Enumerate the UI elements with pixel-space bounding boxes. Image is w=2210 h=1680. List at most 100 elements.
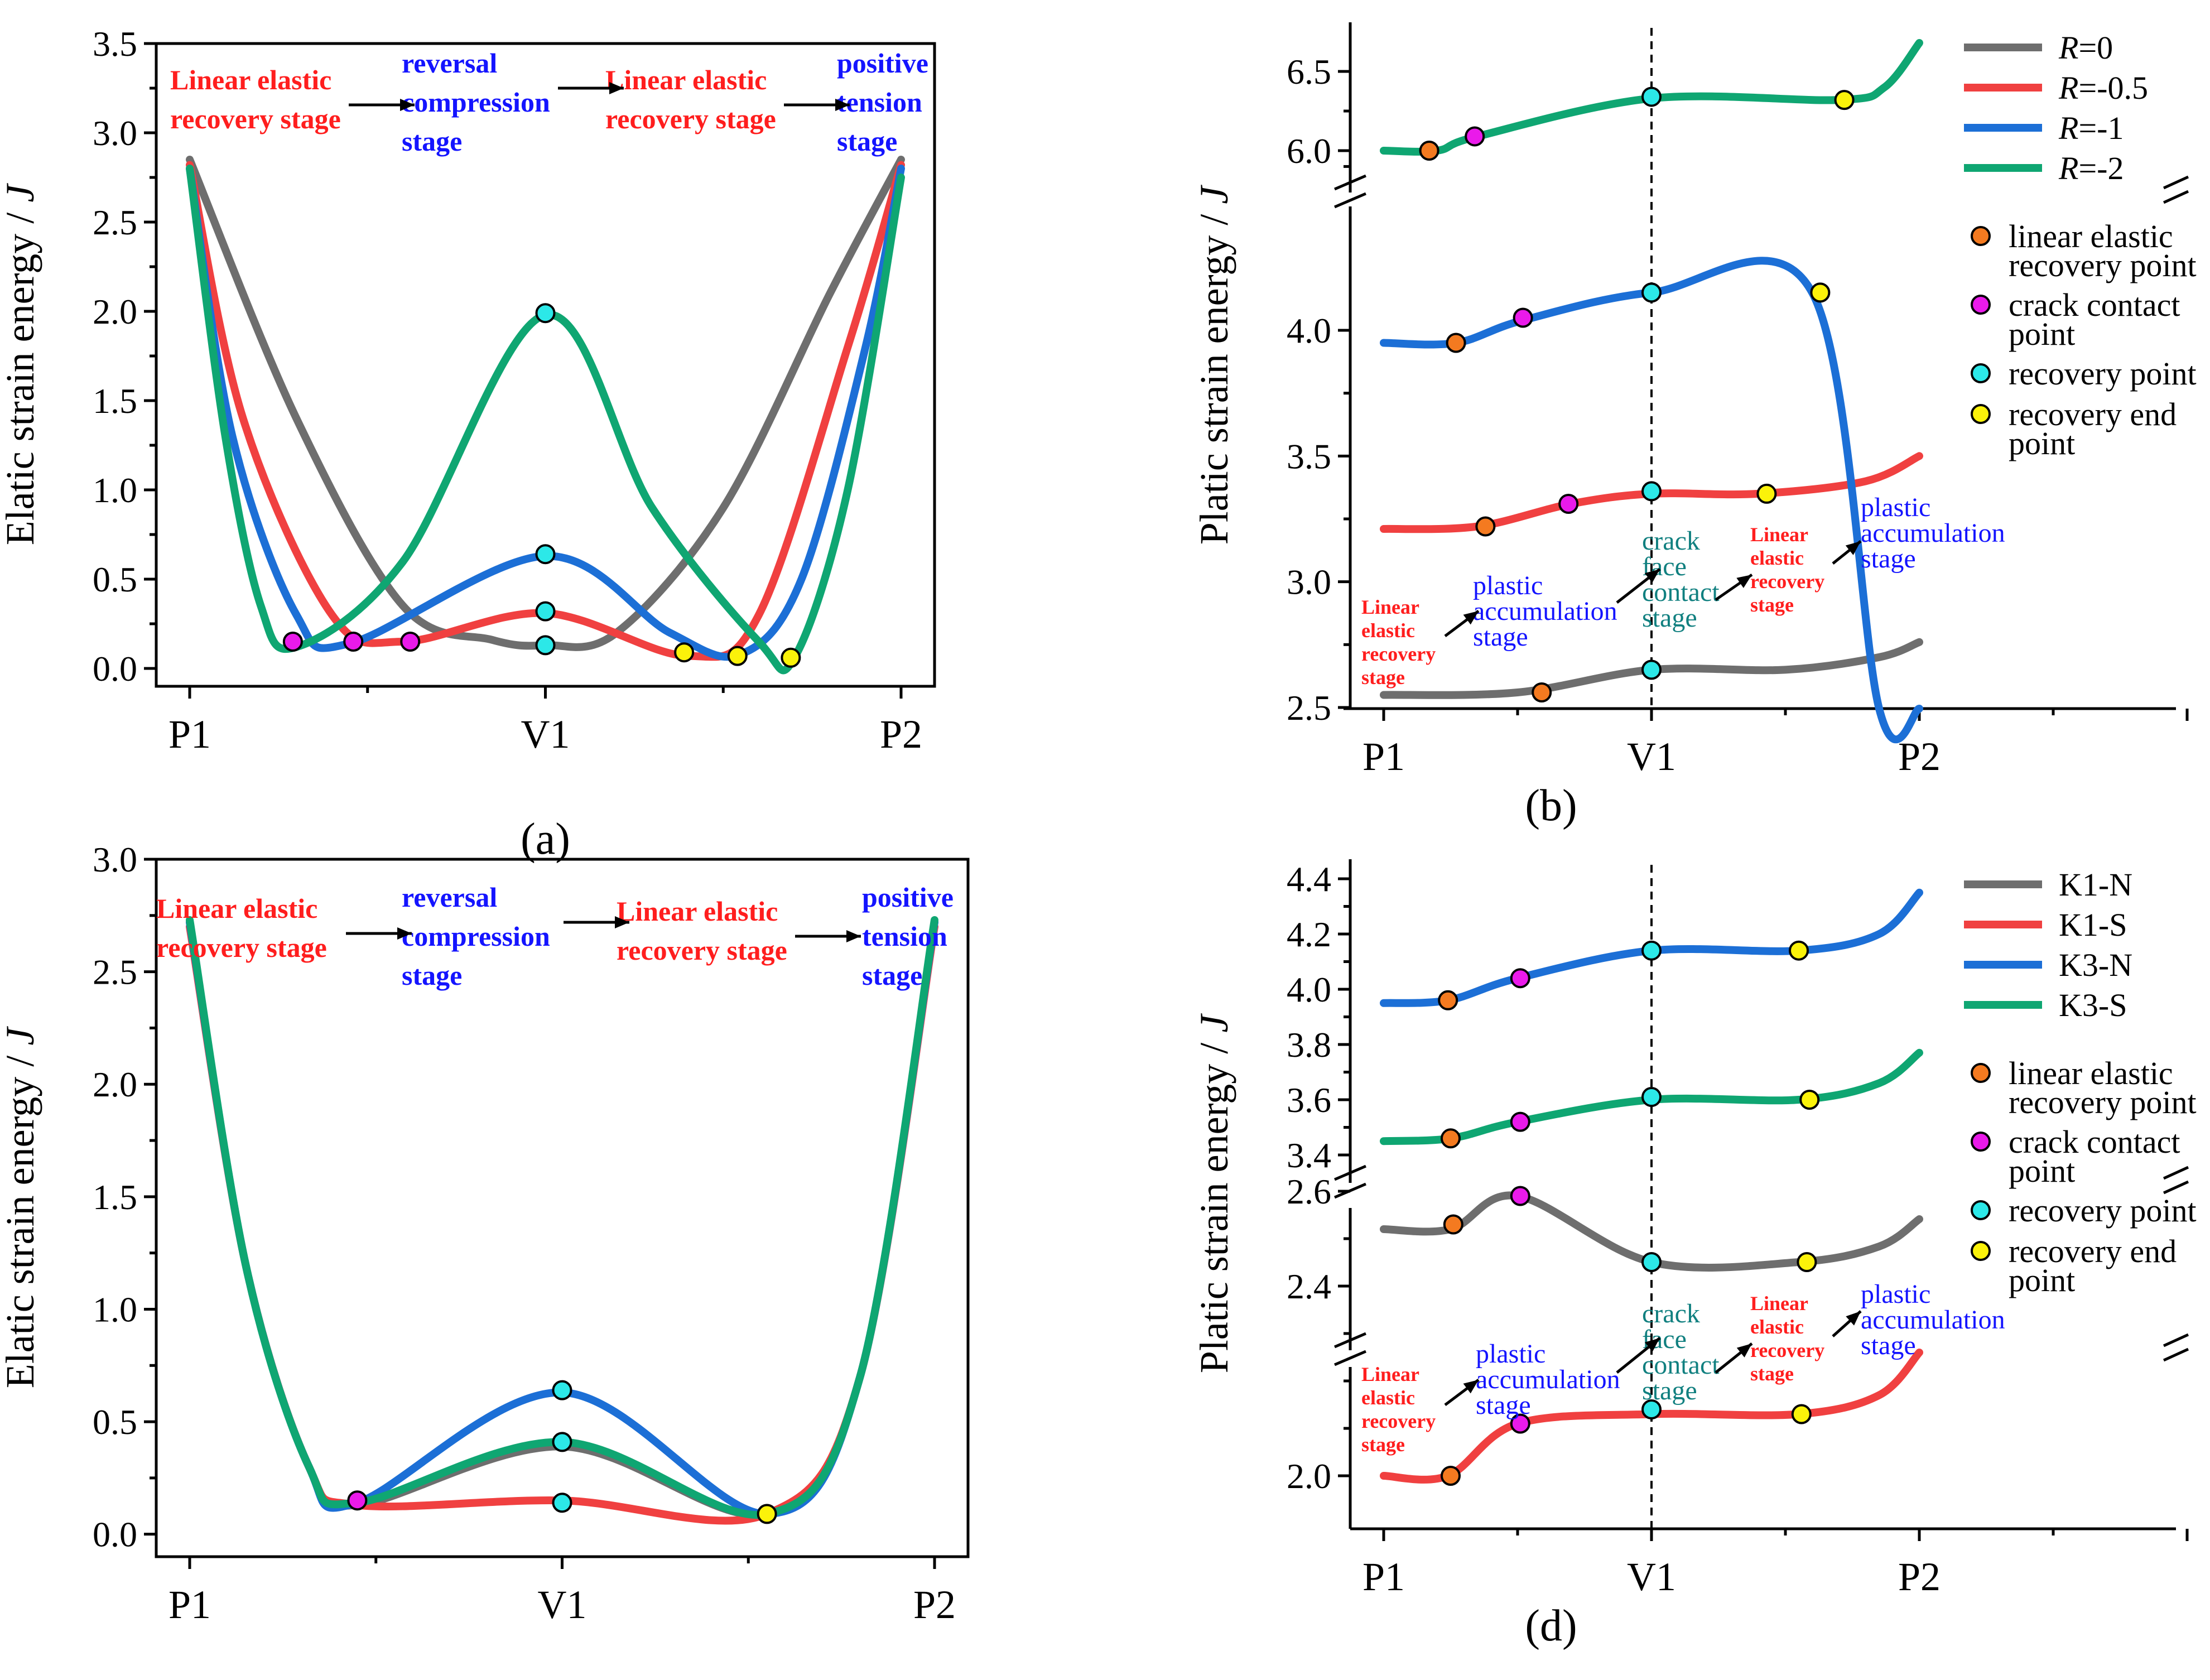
panel-b: 2.5 3.0 3.5 4.0 6.0 6.5 P1 V1 P2 Platic strain en… bbox=[1192, 22, 2197, 830]
legend-point-label: linear elastic bbox=[2009, 218, 2173, 254]
marker-yellow bbox=[674, 642, 695, 663]
marker-cyan bbox=[1641, 660, 1662, 680]
stage-annotation-line: elastic bbox=[1750, 1316, 1804, 1338]
series-R=-1 bbox=[1380, 257, 1923, 744]
series-R=0 bbox=[186, 156, 905, 651]
stage-annotation-line: elastic bbox=[1750, 547, 1804, 569]
stage-annotation-line: recovery stage bbox=[156, 932, 327, 963]
y-axis-label: Platic strain energy / J bbox=[1192, 185, 1236, 545]
stage-arrow-head bbox=[615, 916, 629, 928]
stage-arrow-head bbox=[609, 82, 624, 94]
stage-annotation-line: stage bbox=[1642, 1376, 1697, 1405]
stage-arrow-head bbox=[1463, 1380, 1479, 1394]
axis-break-mark bbox=[2163, 1180, 2189, 1195]
stage-annotation-line: crack bbox=[1642, 1299, 1700, 1328]
marker-yellow bbox=[1834, 90, 1855, 110]
stage-annotation-line: recovery bbox=[1361, 1410, 1436, 1432]
x-category-label: P1 bbox=[168, 712, 211, 757]
marker-cyan bbox=[1641, 1399, 1662, 1419]
y-tick-label: 2.5 bbox=[93, 952, 137, 992]
marker-cyan bbox=[535, 303, 556, 324]
marker-cyan bbox=[552, 1493, 572, 1513]
marker-yellow bbox=[1789, 940, 1809, 961]
marker-yellow bbox=[757, 1504, 777, 1524]
legend-marker-magenta bbox=[1971, 295, 1991, 315]
y-tick-label: 3.5 bbox=[1287, 436, 1331, 476]
stage-arrow-head bbox=[1644, 569, 1660, 583]
stage-annotation-line: elastic bbox=[1361, 1387, 1415, 1409]
legend-point-label: crack contact bbox=[2009, 287, 2180, 323]
stage-annotation-line: Linear bbox=[1361, 596, 1419, 618]
marker-orange bbox=[1438, 990, 1458, 1010]
stage-annotation-line: stage bbox=[1861, 1331, 1916, 1360]
marker-magenta bbox=[1558, 493, 1579, 514]
marker-orange bbox=[1419, 141, 1439, 161]
legend-marker-cyan bbox=[1971, 363, 1991, 383]
stage-annotation-line: Linear bbox=[1750, 1292, 1808, 1315]
marker-cyan bbox=[1641, 1087, 1662, 1108]
series-R=-1 bbox=[186, 165, 905, 661]
y-tick-label: 0.5 bbox=[93, 1402, 137, 1442]
y-tick-label: 6.0 bbox=[1287, 131, 1331, 171]
axis-break-mark bbox=[1334, 1332, 1366, 1349]
stage-arrow-head bbox=[397, 927, 412, 940]
stage-annotation-line: stage bbox=[1361, 1433, 1405, 1456]
legend-point-label: recovery end bbox=[2009, 1233, 2177, 1269]
stage-annotation-line: positive bbox=[862, 882, 954, 913]
y-tick-label: 2.5 bbox=[93, 203, 137, 242]
axis-break-mark bbox=[2163, 1333, 2189, 1347]
marker-yellow bbox=[1810, 282, 1831, 303]
legend-marker-cyan bbox=[1971, 1200, 1991, 1220]
y-axis-label: Platic strain energy / J bbox=[1192, 1013, 1236, 1374]
stage-annotation-line: face bbox=[1642, 1325, 1687, 1354]
marker-cyan bbox=[1641, 940, 1662, 961]
stage-annotation-line: stage bbox=[862, 960, 922, 991]
y-tick-label: 1.5 bbox=[93, 1177, 137, 1217]
stage-annotation-line: recovery stage bbox=[617, 935, 787, 966]
marker-magenta bbox=[1510, 968, 1530, 989]
stage-annotation-line: stage bbox=[1750, 1363, 1794, 1385]
y-tick-label: 2.6 bbox=[1287, 1172, 1331, 1211]
stage-arrow-head bbox=[846, 930, 861, 942]
legend-point-label: point bbox=[2009, 1153, 2075, 1189]
stage-annotation-line: plastic bbox=[1476, 1339, 1545, 1369]
legend-point-label: recovery point bbox=[2009, 1192, 2197, 1229]
y-tick-label: 0.5 bbox=[93, 560, 137, 599]
legend-label: R=-0.5 bbox=[2058, 70, 2148, 106]
stage-annotation-line: crack bbox=[1642, 526, 1700, 556]
marker-magenta bbox=[1510, 1186, 1530, 1206]
x-category-label: V1 bbox=[1627, 1554, 1676, 1599]
stage-annotation-line: plastic bbox=[1861, 493, 1930, 522]
marker-magenta bbox=[1510, 1111, 1530, 1132]
legend-point-label: point bbox=[2009, 1262, 2075, 1298]
marker-magenta bbox=[1510, 1413, 1530, 1434]
x-category-label: P2 bbox=[1898, 734, 1941, 779]
series-K1-N bbox=[186, 918, 938, 1519]
stage-annotation-line: recovery stage bbox=[605, 103, 776, 134]
legend-marker-yellow bbox=[1971, 404, 1991, 424]
legend-label: K1-S bbox=[2059, 907, 2127, 943]
y-tick-label: 3.5 bbox=[93, 24, 137, 64]
legend-point-label: crack contact bbox=[2009, 1124, 2180, 1160]
stage-annotation-line: plastic bbox=[1861, 1279, 1930, 1309]
stage-arrow-head bbox=[1736, 1344, 1752, 1358]
marker-magenta bbox=[282, 632, 303, 652]
y-tick-label: 2.0 bbox=[1287, 1456, 1331, 1496]
stage-annotation-line: positive bbox=[837, 47, 928, 79]
y-tick-label: 4.2 bbox=[1287, 914, 1331, 954]
legend-point-label: recovery point bbox=[2009, 247, 2197, 283]
marker-cyan bbox=[1641, 1252, 1662, 1272]
stage-annotation-line: stage bbox=[1473, 622, 1528, 652]
stage-annotation-line: Linear elastic bbox=[170, 64, 331, 95]
marker-magenta bbox=[347, 1490, 368, 1511]
marker-orange bbox=[1441, 1466, 1461, 1486]
legend-point-label: linear elastic bbox=[2009, 1055, 2173, 1091]
stage-annotation-line: accumulation bbox=[1473, 596, 1617, 626]
axis-break-mark bbox=[2163, 1347, 2189, 1362]
stage-arrow-head bbox=[1644, 1338, 1660, 1352]
x-category-label: V1 bbox=[538, 1582, 587, 1627]
axis-break-mark bbox=[1334, 1350, 1366, 1366]
y-tick-label: 4.0 bbox=[1287, 311, 1331, 350]
stage-arrow-head bbox=[400, 99, 415, 111]
marker-yellow bbox=[1756, 483, 1777, 504]
